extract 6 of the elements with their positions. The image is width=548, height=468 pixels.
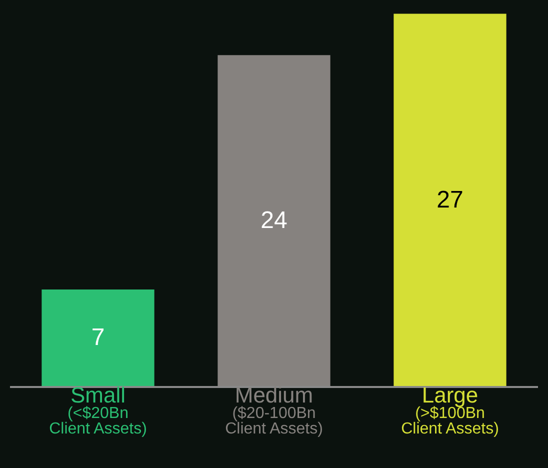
x-tick-label: Small (<$20Bn Client Assets) [49,382,147,438]
data-label: 24 [260,207,288,234]
data-label: 7 [91,324,105,352]
data-label: 27 [436,186,464,214]
x-tick-label: Large (>$100Bn Client Assets) [401,382,499,438]
x-tick-label: Medium ($20-100Bn Client Assets) [225,382,323,438]
